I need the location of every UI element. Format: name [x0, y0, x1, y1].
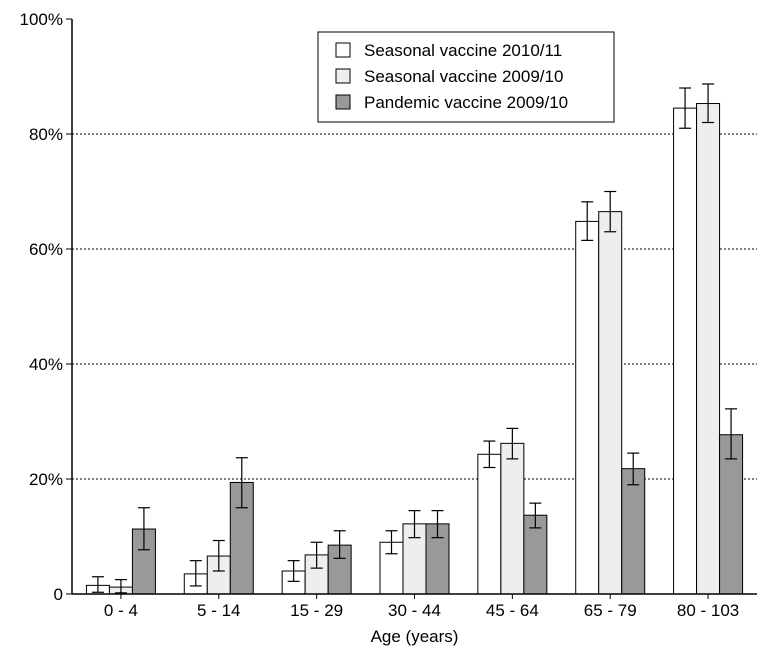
error-bar [91, 576, 104, 593]
bar [621, 468, 646, 595]
legend: Seasonal vaccine 2010/11 Seasonal vaccine… [317, 31, 615, 123]
x-tick-label: 45 - 64 [486, 601, 539, 620]
error-bar [114, 579, 127, 594]
bar [673, 107, 698, 595]
y-tick-label: 20% [29, 470, 63, 489]
error-bar [627, 452, 640, 486]
bar [500, 442, 525, 595]
x-tick-label: 0 - 4 [104, 601, 138, 620]
error-bar [212, 539, 225, 572]
x-axis-title: Age (years) [371, 627, 459, 646]
error-bar [137, 507, 150, 551]
legend-swatch [335, 68, 351, 84]
legend-swatch [335, 42, 351, 58]
error-bar [679, 87, 692, 129]
x-tick-label: 15 - 29 [290, 601, 343, 620]
bar [477, 453, 502, 595]
bar [575, 220, 600, 595]
y-tick-label: 0 [54, 585, 63, 604]
legend-swatch [335, 94, 351, 110]
x-tick-label: 80 - 103 [677, 601, 739, 620]
legend-box [317, 31, 615, 123]
error-bar [333, 530, 346, 559]
error-bar [235, 457, 248, 509]
gridlines [72, 133, 757, 480]
error-bar [506, 427, 519, 460]
bar [696, 103, 721, 595]
y-tick-label: 100% [20, 10, 63, 29]
error-bar [385, 530, 398, 555]
x-tick-label: 65 - 79 [584, 601, 637, 620]
error-bar [310, 541, 323, 569]
x-tick-label: 30 - 44 [388, 601, 441, 620]
legend-label: Pandemic vaccine 2009/10 [364, 93, 568, 112]
y-tick-label: 80% [29, 125, 63, 144]
error-bar [483, 440, 496, 469]
tick-labels: 0 20% 40% 60% 80% 100% 0 - 4 5 - 14 15 - 29 30 - … [20, 10, 740, 620]
x-tick-label: 5 - 14 [197, 601, 240, 620]
bars [85, 103, 744, 595]
error-bar [702, 83, 715, 124]
error-bar [189, 560, 202, 587]
bar [598, 211, 623, 595]
error-bar [408, 510, 421, 539]
legend-label: Seasonal vaccine 2010/11 [364, 41, 562, 60]
error-bars [91, 83, 738, 594]
error-bar [529, 502, 542, 529]
y-tick-label: 40% [29, 355, 63, 374]
y-tick-label: 60% [29, 240, 63, 259]
error-bar [581, 201, 594, 241]
error-bar [287, 560, 300, 582]
legend-label: Seasonal vaccine 2009/10 [364, 67, 563, 86]
error-bar [604, 190, 617, 233]
error-bar [431, 510, 444, 539]
error-bar [725, 408, 738, 460]
